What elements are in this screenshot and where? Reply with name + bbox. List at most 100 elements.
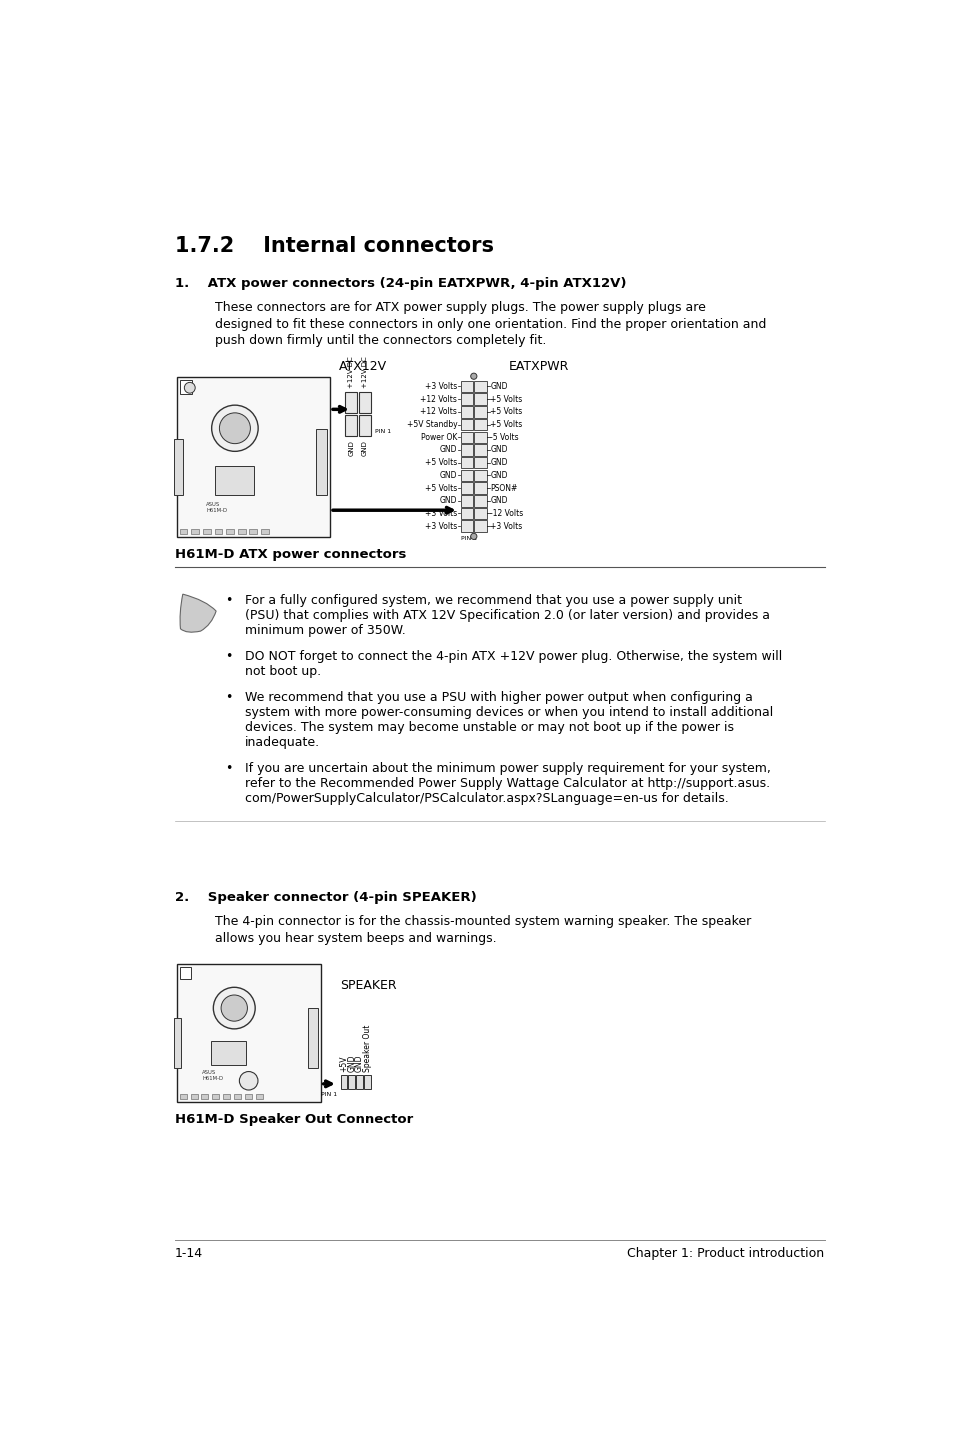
Circle shape (470, 533, 476, 539)
Text: If you are uncertain about the minimum power supply requirement for your system,: If you are uncertain about the minimum p… (245, 762, 770, 805)
Bar (215, 466, 253, 495)
Bar (358, 414, 371, 436)
Text: +3 Volts: +3 Volts (490, 522, 522, 531)
Text: 1.    ATX power connectors (24-pin EATXPWR, 4-pin ATX12V): 1. ATX power connectors (24-pin EATXPWR,… (174, 276, 626, 289)
Text: +5 Volts: +5 Volts (490, 407, 522, 417)
Circle shape (212, 406, 258, 452)
Bar (460, 406, 473, 417)
Text: GND: GND (348, 440, 354, 456)
Bar (474, 381, 486, 393)
Text: GND: GND (490, 446, 507, 454)
Text: We recommend that you use a PSU with higher power output when configuring a
syst: We recommend that you use a PSU with hig… (245, 690, 772, 749)
Bar (474, 508, 486, 519)
Text: +12V DC: +12V DC (348, 357, 354, 388)
Text: +5 Volts: +5 Volts (424, 459, 456, 467)
Bar (212, 1041, 245, 1066)
Text: +5 Volts: +5 Volts (490, 394, 522, 404)
Bar (226, 529, 233, 533)
Text: Chapter 1: Product introduction: Chapter 1: Product introduction (627, 1248, 823, 1261)
Text: EATXPWR: EATXPWR (509, 360, 569, 372)
Bar (261, 529, 269, 533)
Text: 2.    Speaker connector (4-pin SPEAKER): 2. Speaker connector (4-pin SPEAKER) (174, 890, 476, 903)
Bar (474, 457, 486, 469)
Bar (474, 482, 486, 493)
Text: These connectors are for ATX power supply plugs. The power supply plugs are: These connectors are for ATX power suppl… (215, 301, 705, 313)
Bar (249, 529, 257, 533)
Bar (345, 391, 356, 413)
Text: H61M-D Speaker Out Connector: H61M-D Speaker Out Connector (174, 1113, 413, 1126)
Bar (179, 380, 192, 394)
Text: ASUS
H61M-D: ASUS H61M-D (202, 1070, 223, 1081)
Circle shape (239, 1071, 257, 1090)
Text: +12 Volts: +12 Volts (420, 407, 456, 417)
Text: GND: GND (439, 446, 456, 454)
Circle shape (184, 383, 195, 393)
Bar (201, 1094, 208, 1099)
Text: Speaker Out: Speaker Out (362, 1024, 372, 1071)
Text: 1.7.2    Internal connectors: 1.7.2 Internal connectors (174, 236, 494, 256)
Text: allows you hear system beeps and warnings.: allows you hear system beeps and warning… (215, 932, 497, 945)
Bar (345, 414, 356, 436)
Bar (460, 431, 473, 443)
Text: GND: GND (347, 1054, 355, 1071)
PathPatch shape (180, 594, 216, 633)
Bar (179, 966, 191, 979)
Bar (214, 529, 222, 533)
Bar (474, 521, 486, 532)
Bar (176, 377, 330, 538)
Bar (176, 963, 320, 1103)
Text: designed to fit these connectors in only one orientation. Find the proper orient: designed to fit these connectors in only… (215, 318, 766, 331)
Bar (308, 1008, 317, 1067)
Text: GND: GND (439, 470, 456, 480)
Text: +5 Volts: +5 Volts (424, 483, 456, 493)
Bar (474, 406, 486, 417)
Bar (179, 1094, 187, 1099)
Text: The 4-pin connector is for the chassis-mounted system warning speaker. The speak: The 4-pin connector is for the chassis-m… (215, 915, 751, 928)
Text: +3 Volts: +3 Volts (424, 383, 456, 391)
Bar (355, 1076, 362, 1090)
Bar (191, 1094, 197, 1099)
Text: ASUS
H61M-D: ASUS H61M-D (206, 502, 227, 512)
Bar (358, 391, 371, 413)
Bar (460, 508, 473, 519)
Text: GND: GND (355, 1054, 364, 1071)
Text: •: • (225, 690, 233, 703)
Text: GND: GND (490, 459, 507, 467)
Text: PSON#: PSON# (490, 483, 517, 493)
Circle shape (221, 995, 247, 1021)
Bar (460, 482, 473, 493)
Text: •: • (225, 762, 233, 775)
Bar (203, 529, 211, 533)
Text: +5 Volts: +5 Volts (490, 420, 522, 429)
Text: -5 Volts: -5 Volts (490, 433, 518, 441)
Bar (474, 431, 486, 443)
Bar (460, 418, 473, 430)
Bar (460, 444, 473, 456)
Bar (340, 1076, 347, 1090)
Bar (474, 470, 486, 482)
Bar (315, 430, 327, 495)
Text: Power OK: Power OK (420, 433, 456, 441)
Bar (245, 1094, 252, 1099)
Bar (348, 1076, 355, 1090)
Text: ATX12V: ATX12V (339, 360, 387, 372)
Bar (460, 495, 473, 506)
Bar (460, 394, 473, 406)
Bar (460, 381, 473, 393)
Text: DO NOT forget to connect the 4-pin ATX +12V power plug. Otherwise, the system wi: DO NOT forget to connect the 4-pin ATX +… (245, 650, 781, 677)
Text: •: • (225, 594, 233, 607)
Text: H61M-D ATX power connectors: H61M-D ATX power connectors (174, 548, 406, 561)
Text: •: • (225, 650, 233, 663)
Text: 1-14: 1-14 (174, 1248, 203, 1261)
Text: GND: GND (361, 440, 367, 456)
Circle shape (213, 988, 254, 1028)
Bar (474, 444, 486, 456)
Text: PIN 1: PIN 1 (320, 1091, 336, 1097)
Bar (460, 457, 473, 469)
Text: PIN 1: PIN 1 (375, 429, 391, 434)
Bar (460, 470, 473, 482)
Bar (192, 529, 199, 533)
Circle shape (470, 372, 476, 380)
Text: +5V: +5V (339, 1055, 348, 1071)
Text: For a fully configured system, we recommend that you use a power supply unit
(PS: For a fully configured system, we recomm… (245, 594, 769, 637)
